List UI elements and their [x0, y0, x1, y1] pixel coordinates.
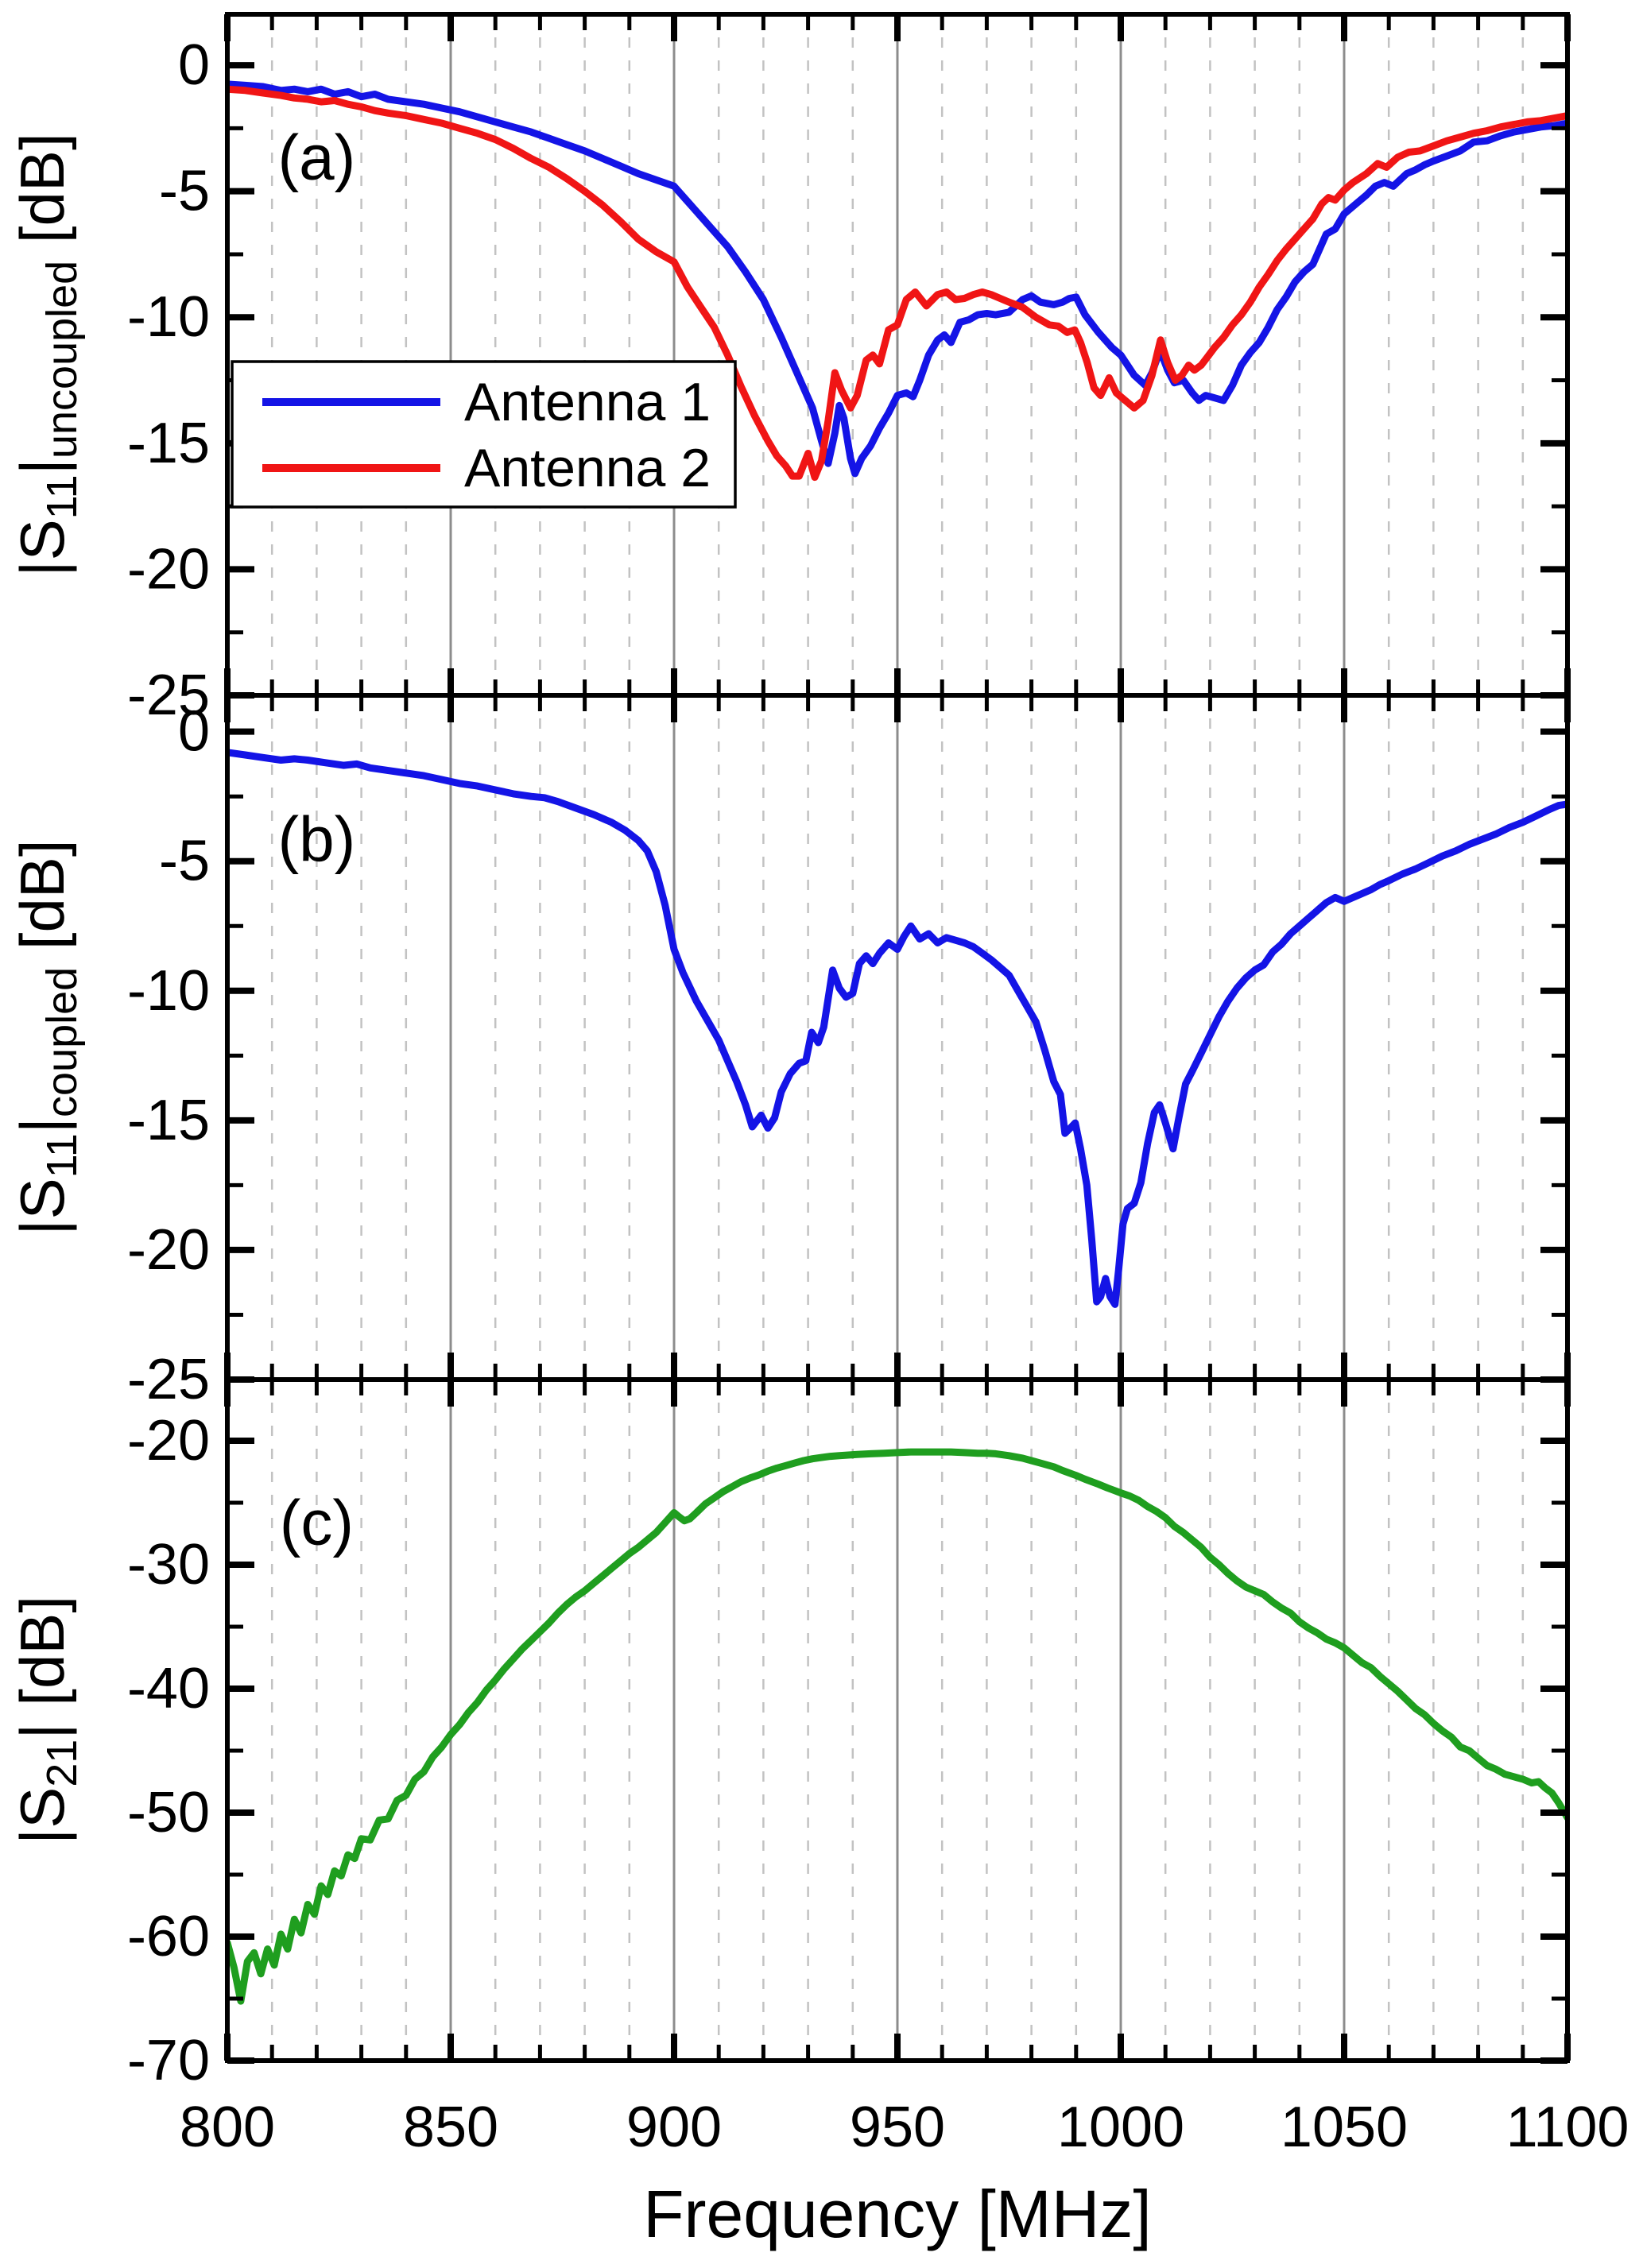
y-tick-label: -20: [127, 1409, 210, 1473]
x-ticks: [224, 695, 1571, 1380]
panel-letter: (b): [278, 803, 356, 874]
gridlines: [270, 14, 1525, 695]
x-tick-label: 950: [850, 2096, 945, 2159]
y-tick-label: -10: [127, 959, 210, 1023]
y-tick-label: -30: [127, 1533, 210, 1597]
curve-antenna-2: [227, 85, 1567, 482]
y-tick-label: -25: [127, 1348, 210, 1411]
y-tick-label: -10: [127, 285, 210, 349]
y-ticks: [227, 1438, 1567, 2064]
series-group: [227, 1448, 1567, 2005]
x-ticks: [224, 14, 1571, 695]
ylabel-subscript: 11: [38, 474, 86, 519]
y-tick-label: -60: [127, 1905, 210, 1968]
y-tick-label: -15: [127, 1089, 210, 1152]
x-tick-label: 850: [403, 2096, 498, 2159]
y-tick-label: -15: [127, 412, 210, 475]
y-axis-title: |S11​|coupled​ [dB]: [7, 839, 86, 1235]
ylabel-subscript: uncoupled: [38, 261, 86, 459]
x-axis-title: Frequency [MHz]: [643, 2177, 1152, 2251]
curve-s21: [227, 1448, 1567, 2005]
y-tick-label: -5: [159, 160, 210, 223]
series-group: [227, 80, 1567, 482]
y-tick-label: -25: [127, 664, 210, 727]
y-tick-label: -50: [127, 1781, 210, 1844]
y-tick-label: -20: [127, 537, 210, 601]
y-tick-label: -20: [127, 1218, 210, 1282]
x-tick-labels: 800 850 900 950 1000 1050 1100: [180, 2096, 1629, 2159]
y-tick-label: -70: [127, 2029, 210, 2092]
y-tick-labels: 0 -5 -10 -15 -20 -25: [127, 700, 210, 1411]
y-tick-labels: -20 -30 -40 -50 -60 -70: [127, 1409, 210, 2092]
x-tick-label: 1050: [1281, 2096, 1408, 2159]
y-tick-label: 0: [178, 33, 210, 97]
panel-letter: (c): [280, 1487, 354, 1558]
panel-letter: (a): [278, 122, 356, 192]
ylabel-subscript: 11: [38, 1133, 86, 1178]
legend-label: Antenna 1: [464, 372, 711, 432]
curve-antenna-1: [227, 80, 1567, 478]
y-ticks: [227, 728, 1567, 1383]
series-group: [227, 749, 1567, 1308]
panel-a: 0 -5 -10 -15 -20 -25 |S11​|uncoupled​ [dB] (a): [7, 12, 1571, 727]
x-ticks: [224, 1380, 1571, 2061]
x-tick-label: 1100: [1506, 2096, 1629, 2159]
legend-label: Antenna 2: [464, 438, 711, 498]
curve-antenna-1-coupled: [227, 749, 1567, 1308]
x-tick-label: 1000: [1057, 2096, 1184, 2159]
y-axis-title: |S21​| [dB]: [7, 1596, 86, 1844]
x-tick-label: 800: [180, 2096, 275, 2159]
y-tick-label: 0: [178, 700, 210, 764]
y-tick-label: -40: [127, 1657, 210, 1720]
panel-c: -20 -30 -40 -50 -60 -70 |S21​| [dB] (c): [7, 1377, 1571, 2092]
ylabel-subscript: 21: [38, 1740, 86, 1787]
y-tick-labels: 0 -5 -10 -15 -20 -25: [127, 33, 210, 727]
x-tick-label: 900: [626, 2096, 722, 2159]
y-tick-label: -5: [159, 830, 210, 893]
legend-box: [231, 360, 737, 509]
ylabel-subscript: coupled: [38, 967, 86, 1117]
panel-b: 0 -5 -10 -15 -20 -25 |S11​|coupled​ [dB] (b): [7, 693, 1571, 1411]
y-axis-title: |S11​|uncoupled​ [dB]: [7, 133, 86, 576]
